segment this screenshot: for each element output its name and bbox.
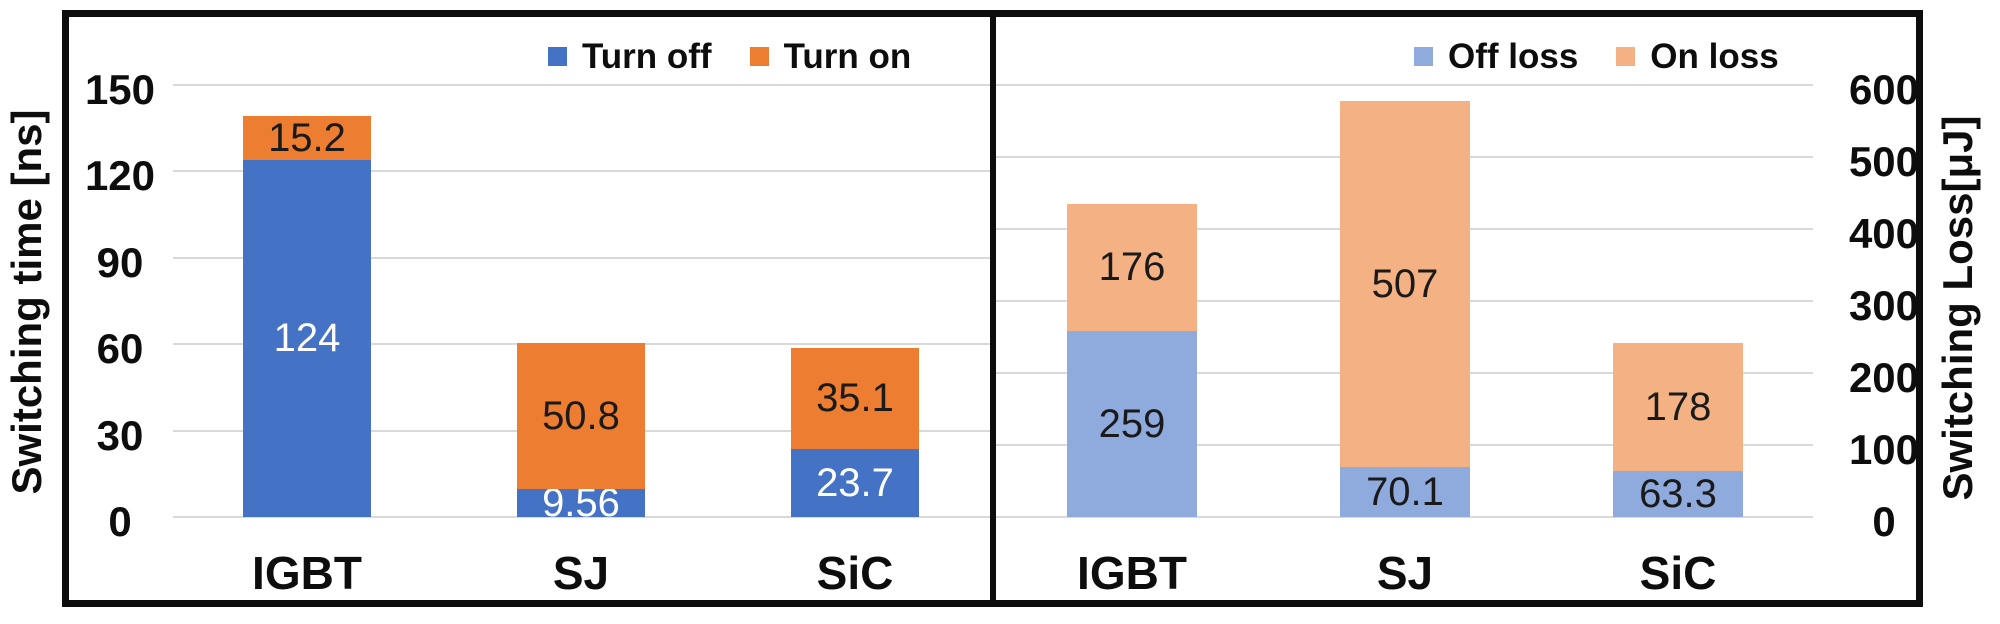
panel-divider xyxy=(990,10,996,607)
bar-value-label: 70.1 xyxy=(1366,469,1444,514)
legend-entry-turn-off: Turn off xyxy=(548,39,712,74)
on-loss-swatch-icon xyxy=(1616,46,1636,66)
y-tick-label: 30 xyxy=(96,411,144,459)
turn-off-swatch-icon xyxy=(548,46,567,66)
y-tick-label: 90 xyxy=(96,238,144,286)
y-tick-label: 200 xyxy=(1848,354,1920,401)
y-tick-label: 0 xyxy=(1872,498,1896,545)
gridline xyxy=(996,84,1813,86)
y-tick-label: 120 xyxy=(84,152,156,200)
y-tick-label: 400 xyxy=(1848,210,1920,257)
bar-value-label: 9.56 xyxy=(542,481,620,526)
y-tick-label: 300 xyxy=(1848,282,1920,329)
bar-segment-turn-off: 124 xyxy=(243,159,371,517)
y-tick-label: 500 xyxy=(1848,138,1920,185)
bar-value-label: 176 xyxy=(1098,245,1166,290)
legend-entry-on-loss: On loss xyxy=(1616,36,1779,76)
gridline xyxy=(996,516,1813,518)
gridline xyxy=(173,516,990,518)
legend-switching-time: Turn off Turn on xyxy=(548,36,911,76)
bar-segment-turn-on: 50.8 xyxy=(517,343,645,490)
category-label-igbt: IGBT xyxy=(1077,547,1187,599)
y-tick-label: 600 xyxy=(1848,66,1920,113)
bar-value-label: 63.3 xyxy=(1639,472,1717,517)
off-loss-swatch-icon xyxy=(1414,46,1433,66)
y-axis-title-switching-time: Switching time [ns] xyxy=(3,109,50,495)
gridline xyxy=(173,84,990,86)
legend-switching-loss: Off loss On loss xyxy=(1414,36,1779,76)
legend-label-off-loss: Off loss xyxy=(1448,36,1579,76)
legend-label-turn-on: Turn on xyxy=(783,36,912,76)
bar-segment-off-loss: 70.1 xyxy=(1340,466,1470,517)
legend-label-turn-off: Turn off xyxy=(582,36,712,76)
bar-segment-on-loss: 178 xyxy=(1613,343,1743,472)
y-tick-label: 150 xyxy=(84,66,156,113)
bar-segment-on-loss: 176 xyxy=(1067,203,1197,331)
bar-value-label: 178 xyxy=(1644,385,1712,430)
legend-label-on-loss: On loss xyxy=(1650,36,1779,76)
category-label-sic: SiC xyxy=(1639,547,1717,599)
category-label-sj: SJ xyxy=(552,547,610,599)
category-label-sj: SJ xyxy=(1376,547,1434,599)
turn-on-swatch-icon xyxy=(749,46,769,66)
bar-segment-turn-on: 15.2 xyxy=(243,116,371,160)
bar-segment-turn-off: 23.7 xyxy=(791,448,919,517)
legend-entry-turn-on: Turn on xyxy=(749,36,912,76)
category-label-sic: SiC xyxy=(816,547,894,599)
bar-segment-on-loss: 507 xyxy=(1340,101,1470,467)
gridline xyxy=(173,170,990,173)
bar-segment-turn-on: 35.1 xyxy=(791,347,919,449)
y-tick-label: 0 xyxy=(108,498,132,545)
y-tick-label: 60 xyxy=(96,325,144,373)
bar-value-label: 35.1 xyxy=(816,376,894,421)
bar-value-label: 259 xyxy=(1098,401,1166,446)
bar-value-label: 23.7 xyxy=(816,460,894,505)
gridline xyxy=(173,256,990,259)
bar-value-label: 15.2 xyxy=(268,115,346,160)
bar-value-label: 50.8 xyxy=(542,394,620,439)
bar-value-label: 507 xyxy=(1371,262,1439,306)
legend-entry-off-loss: Off loss xyxy=(1414,39,1578,74)
bar-segment-turn-off: 9.56 xyxy=(517,483,645,523)
bar-value-label: 124 xyxy=(273,316,341,361)
bar-segment-off-loss: 63.3 xyxy=(1613,471,1743,517)
category-label-igbt: IGBT xyxy=(252,547,362,599)
y-tick-label: 100 xyxy=(1848,426,1920,473)
bar-segment-off-loss: 259 xyxy=(1067,330,1197,517)
